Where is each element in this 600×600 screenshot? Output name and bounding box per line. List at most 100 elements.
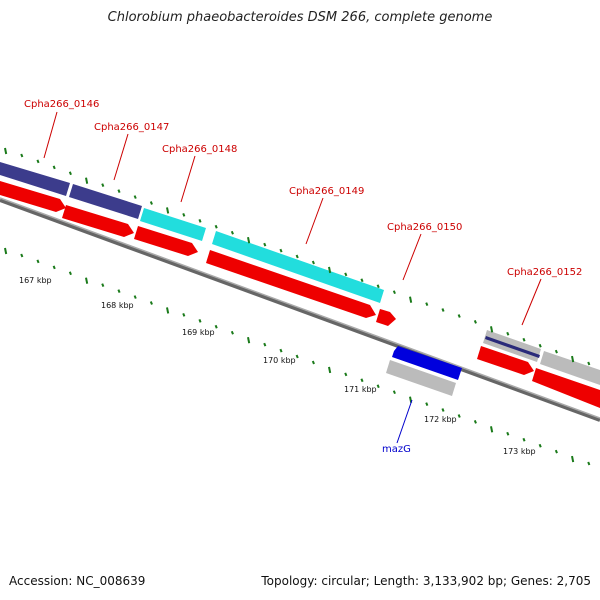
gene-label-cpha266-0146[interactable]: Cpha266_0146 bbox=[24, 99, 99, 110]
gene-cpha266-0149-bar[interactable] bbox=[212, 231, 384, 303]
scale-tick bbox=[554, 349, 558, 354]
scale-tick bbox=[506, 431, 510, 436]
scale-tick bbox=[490, 326, 494, 333]
scale-tick bbox=[344, 272, 348, 277]
scale-tick bbox=[133, 295, 137, 299]
scale-tick bbox=[20, 153, 24, 158]
scale-tick bbox=[133, 195, 137, 199]
scale-label-173: 173 kbp bbox=[503, 447, 536, 456]
scale-tick bbox=[587, 361, 591, 366]
scale-tick bbox=[52, 265, 56, 270]
scale-tick bbox=[36, 259, 40, 264]
backbone bbox=[0, 197, 600, 422]
scale-tick bbox=[473, 320, 477, 324]
scale-tick bbox=[198, 318, 202, 323]
gene-cpha266-0152-bar[interactable] bbox=[483, 330, 541, 362]
scale-tick bbox=[182, 213, 186, 217]
gene-cpha266-0147-bar[interactable] bbox=[69, 184, 142, 219]
scale-tick bbox=[101, 283, 105, 288]
label-connectors bbox=[43, 111, 542, 444]
scale-tick bbox=[538, 443, 542, 448]
gene-label-mazg[interactable]: mazG bbox=[382, 444, 411, 455]
scale-tick bbox=[247, 236, 251, 244]
scale-tick bbox=[522, 437, 526, 442]
scale-tick bbox=[36, 159, 40, 164]
scale-label-170: 170 kbp bbox=[263, 356, 296, 365]
scale-tick bbox=[571, 355, 575, 363]
scale-tick bbox=[554, 449, 558, 454]
scale-tick bbox=[328, 266, 332, 274]
scale-tick bbox=[166, 207, 170, 214]
scale-tick bbox=[117, 189, 121, 193]
scale-tick bbox=[311, 360, 315, 365]
scale-tick bbox=[263, 342, 267, 347]
gene-label-cpha266-0147[interactable]: Cpha266_0147 bbox=[94, 122, 169, 133]
accession-text: Accession: NC_008639 bbox=[9, 574, 146, 588]
gene-label-cpha266-0148[interactable]: Cpha266_0148 bbox=[162, 144, 237, 155]
gene-label-cpha266-0150[interactable]: Cpha266_0150 bbox=[387, 222, 462, 233]
scale-tick bbox=[182, 313, 186, 317]
gene-red-2[interactable] bbox=[62, 205, 134, 237]
gene-red-3[interactable] bbox=[134, 226, 198, 256]
topology-text: Topology: circular; Length: 3,133,902 bp… bbox=[261, 574, 591, 588]
scale-tick bbox=[198, 218, 202, 223]
scale-label-171: 171 kbp bbox=[344, 385, 377, 394]
scale-tick bbox=[230, 330, 234, 335]
scale-tick bbox=[360, 378, 364, 383]
gene-red-1[interactable] bbox=[0, 181, 66, 212]
scale-tick bbox=[295, 354, 299, 359]
scale-tick bbox=[279, 248, 283, 253]
gene-mazg-bar[interactable] bbox=[392, 346, 462, 380]
scale-tick bbox=[230, 230, 234, 235]
scale-tick bbox=[117, 289, 121, 293]
scale-tick bbox=[392, 290, 396, 295]
scale-tick bbox=[247, 336, 251, 344]
scale-tick bbox=[457, 414, 461, 418]
gene-red-5[interactable] bbox=[376, 309, 396, 326]
gene-red-6[interactable] bbox=[477, 346, 534, 375]
scale-tick bbox=[490, 426, 494, 433]
scale-tick bbox=[587, 461, 591, 466]
scale-tick bbox=[149, 201, 153, 205]
scale-tick bbox=[425, 302, 429, 306]
scale-tick bbox=[392, 390, 396, 395]
scale-tick bbox=[409, 296, 413, 303]
scale-tick bbox=[68, 271, 72, 276]
scale-tick bbox=[279, 348, 283, 353]
tick-row-outer bbox=[4, 147, 591, 366]
scale-tick bbox=[376, 384, 380, 389]
scale-tick bbox=[52, 165, 56, 170]
scale-tick bbox=[166, 307, 170, 314]
scale-label-168: 168 kbp bbox=[101, 301, 134, 310]
scale-label-172: 172 kbp bbox=[424, 415, 457, 424]
scale-tick bbox=[4, 247, 8, 255]
tick-row-inner bbox=[4, 247, 591, 466]
gene-label-cpha266-0149[interactable]: Cpha266_0149 bbox=[289, 186, 364, 197]
gene-label-cpha266-0152[interactable]: Cpha266_0152 bbox=[507, 267, 582, 278]
gene-gray-2[interactable] bbox=[540, 351, 600, 385]
scale-tick bbox=[214, 224, 218, 229]
scale-tick bbox=[311, 260, 315, 265]
scale-tick bbox=[425, 402, 429, 406]
scale-tick bbox=[4, 147, 8, 155]
scale-tick bbox=[263, 242, 267, 247]
gene-red-7[interactable] bbox=[532, 368, 600, 408]
scale-tick bbox=[506, 331, 510, 336]
gene-gray-1[interactable] bbox=[386, 360, 456, 396]
gene-cpha266-0148-bar[interactable] bbox=[140, 208, 206, 241]
scale-tick bbox=[457, 314, 461, 318]
scale-tick bbox=[538, 343, 542, 348]
gene-red-4[interactable] bbox=[206, 250, 376, 318]
scale-tick bbox=[328, 366, 332, 374]
scale-tick bbox=[344, 372, 348, 377]
scale-tick bbox=[149, 301, 153, 305]
scale-tick bbox=[522, 337, 526, 342]
scale-tick bbox=[360, 278, 364, 283]
scale-tick bbox=[85, 277, 89, 284]
scale-tick bbox=[214, 324, 218, 329]
gene-cpha266-0146-bar[interactable] bbox=[0, 162, 70, 196]
scale-tick bbox=[376, 284, 380, 289]
scale-tick bbox=[441, 408, 445, 412]
scale-tick bbox=[85, 177, 89, 184]
